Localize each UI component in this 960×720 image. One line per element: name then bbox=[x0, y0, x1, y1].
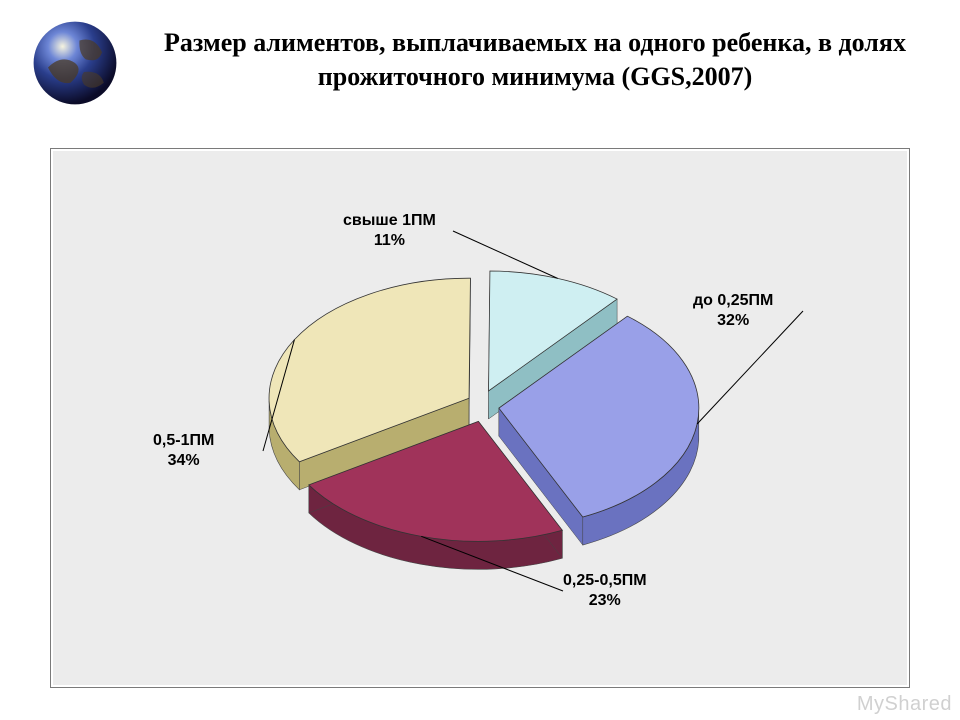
pie-chart bbox=[53, 151, 909, 687]
slice-label: до 0,25ПМ 32% bbox=[693, 291, 773, 331]
watermark: MyShared bbox=[857, 693, 952, 716]
globe-icon bbox=[30, 18, 120, 108]
slide-title: Размер алиментов, выплачиваемых на одног… bbox=[150, 26, 920, 94]
slice-label: свыше 1ПМ 11% bbox=[343, 211, 436, 251]
slice-label: 0,25-0,5ПМ 23% bbox=[563, 571, 647, 611]
slide: Размер алиментов, выплачиваемых на одног… bbox=[0, 0, 960, 720]
plot-area: до 0,25ПМ 32% 0,25-0,5ПМ 23% 0,5-1ПМ 34% св… bbox=[53, 151, 907, 685]
slice-label: 0,5-1ПМ 34% bbox=[153, 431, 214, 471]
chart-frame: до 0,25ПМ 32% 0,25-0,5ПМ 23% 0,5-1ПМ 34% св… bbox=[50, 148, 910, 688]
